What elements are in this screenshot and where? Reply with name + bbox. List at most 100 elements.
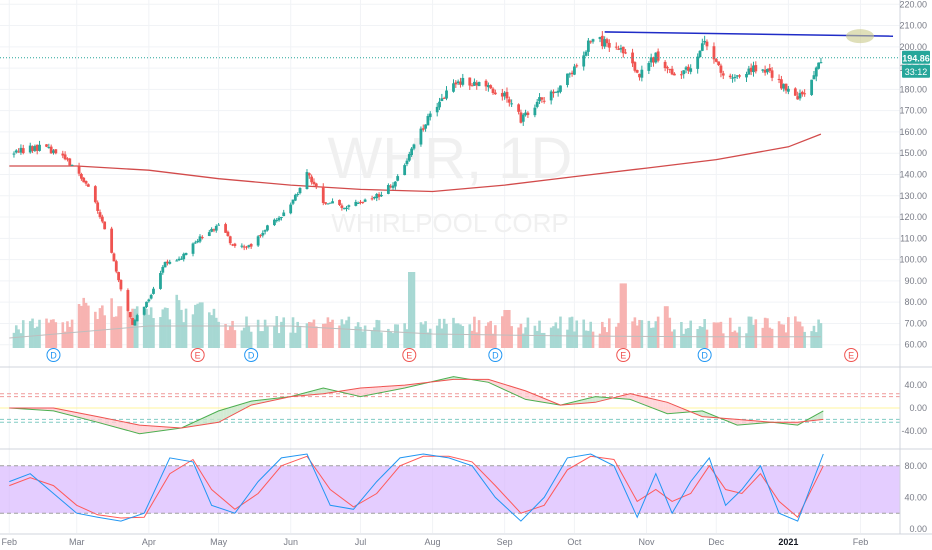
volume-bar [308,321,311,348]
candle-body [605,39,609,44]
oscillator-1-fill [359,387,363,397]
oscillator-1-fill [106,418,110,426]
candle-body [542,100,546,102]
oscillator-1-fill [636,395,639,403]
candle-body [114,261,118,272]
oscillator-1-fill [318,388,322,395]
oscillator-1-fill [660,400,664,413]
candle-body [54,149,58,154]
candle-body [147,299,151,302]
volume-bar [745,333,748,348]
oscillator-1-fill [752,420,756,424]
volume-bar [787,317,790,348]
candle-body [633,62,637,71]
candle-body [696,56,700,69]
candle-body [231,244,234,246]
volume-bar [575,320,579,348]
candle-body [442,97,446,99]
oscillator-1-fill [231,406,235,416]
candle-body [798,93,802,99]
candle-body [93,186,97,203]
candle-body [228,236,232,244]
candle-body [166,261,169,264]
oscillator-1-fill [144,425,148,433]
volume-bar [117,306,120,348]
volume-bar [566,329,569,348]
time-tick-label: 2021 [778,537,798,547]
volume-bar [338,325,341,348]
candle-body [510,103,514,105]
candle-body [361,201,365,203]
volume-bar [277,333,281,348]
countdown-label: 33:12 [905,67,928,77]
volume-bar [19,333,23,348]
candle-body [668,69,672,71]
volume-bar [603,327,606,348]
moving-average-line [9,133,822,193]
volume-bar [77,304,81,348]
candle-body [619,47,623,50]
volume-bar [505,310,509,348]
candle-body [768,68,772,71]
candle-body [419,128,423,145]
oscillator-1-fill [125,422,129,431]
volume-bar [61,322,65,348]
candle-body [96,202,100,211]
event-marker-label: D [50,351,57,361]
volume-bar [31,318,34,348]
oscillator-1-fill [115,420,118,428]
candle-body [33,146,37,151]
candle-body [168,261,172,264]
volume-bar [484,325,488,348]
event-marker-label: E [620,351,626,361]
resistance-line[interactable] [604,29,894,44]
volume-bar [668,317,672,348]
oscillator-1-fill [313,389,316,395]
time-tick-label: Feb [2,537,18,547]
watermark-company: WHIRLPOOL CORP [331,208,568,238]
oscillator-1-fill [128,422,132,432]
candle-body [586,40,590,52]
candle-body [591,39,595,42]
candle-body [575,65,579,67]
candle-body [47,147,51,149]
candle-body [247,245,251,247]
candle-body [749,67,753,72]
candle-body [526,112,530,115]
candle-body [396,176,400,181]
oscillator-1-fill [522,389,525,400]
candle-body [454,82,458,85]
oscillator-1-fill [527,391,531,401]
candle-body [507,99,511,103]
volume-bar [87,305,90,348]
oscillator-1-fill [104,417,107,425]
oscillator-1-pane [0,376,900,435]
candle-body [589,41,593,43]
volume-bar [247,325,251,348]
candle-body [459,81,462,85]
oscillator-1-fill [60,409,64,414]
candle-body [191,243,195,254]
candle-body [475,82,479,86]
volume-bar [354,326,358,348]
last-price-badge [902,50,930,64]
volume-bar [28,321,32,348]
oscillator-1-fill [646,397,650,407]
candle-body [435,106,439,113]
candle-body [259,235,262,237]
oscillator-1-fill [511,386,514,395]
event-marker-label: D [701,351,708,361]
candle-body [31,146,34,151]
countdown-badge [902,64,930,78]
oscillator-1-fill [503,383,506,391]
candle-body [117,272,121,281]
volume-bar [412,272,416,348]
volume-bar [591,331,595,348]
oscillator-1-fill [676,406,680,413]
volume-bar [735,332,739,348]
candle-body [412,144,416,149]
candle-body [38,144,41,151]
volume-bar [282,317,286,348]
volume-bar [454,323,458,348]
